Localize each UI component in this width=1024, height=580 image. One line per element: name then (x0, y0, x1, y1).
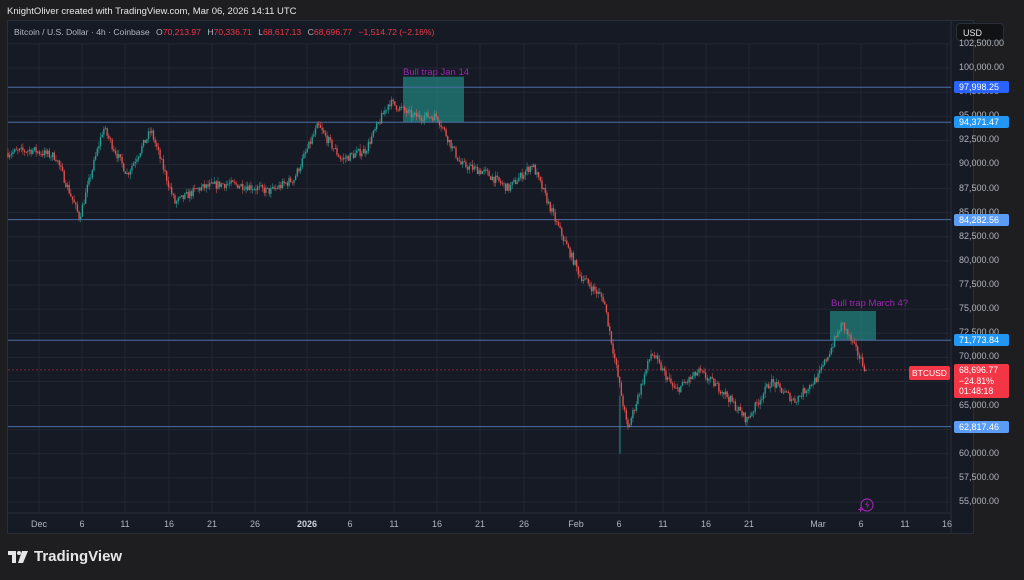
time-tick: 21 (206, 519, 218, 529)
annotation-label[interactable]: Bull trap March 4? (831, 298, 909, 309)
price-tick: 90,000.00 (959, 158, 1000, 169)
level-price-tag: 97,998.25 (954, 81, 1009, 94)
open-value: 70,213.97 (162, 27, 201, 37)
time-tick: 21 (743, 519, 755, 529)
price-tick: 80,000.00 (959, 254, 1000, 265)
time-tick: Mar (810, 519, 826, 529)
time-tick: 11 (389, 519, 399, 529)
price-tick: 72,500.00 (959, 327, 1000, 338)
time-tick: 6 (858, 519, 864, 529)
price-tick: 77,500.00 (959, 278, 1000, 289)
price-tick: 55,000.00 (959, 495, 1000, 506)
current-change-pct: −24.81% (959, 375, 994, 386)
close-value: 68,696.77 (313, 27, 353, 37)
chart-frame (7, 20, 974, 534)
time-tick: 21 (474, 519, 486, 529)
time-tick: 11 (120, 519, 130, 529)
currency-button[interactable]: USD (956, 23, 1004, 41)
change-value: −1,514.72 (−2.16%) (358, 27, 435, 37)
time-tick: Feb (568, 519, 584, 529)
time-tick: 6 (79, 519, 85, 529)
level-price-tag: 84,282.56 (954, 213, 1009, 226)
time-tick: 16 (700, 519, 712, 529)
time-tick: 11 (900, 519, 910, 529)
symbol-title[interactable]: Bitcoin / U.S. Dollar · 4h · Coinbase (14, 27, 150, 37)
price-tick: 70,000.00 (959, 351, 1000, 362)
current-price-tag: 68,696.77 −24.81% 01:48:18 (954, 364, 1009, 398)
price-tick: 102,500.00 (959, 37, 1005, 48)
current-price: 68,696.77 (959, 365, 999, 375)
level-price-tag: 71,773.84 (954, 334, 1009, 347)
event-lightning-icon[interactable] (858, 498, 874, 512)
chart-attribution: KnightOliver created with TradingView.co… (7, 6, 297, 17)
tradingview-logo-icon (8, 550, 28, 563)
time-tick: 6 (616, 519, 622, 529)
bar-countdown: 01:48:18 (959, 386, 994, 396)
symbol-legend: Bitcoin / U.S. Dollar · 4h · Coinbase O7… (14, 27, 435, 37)
price-tick: 100,000.00 (959, 62, 1005, 72)
price-tick: 87,500.00 (959, 182, 1000, 193)
price-tick: 75,000.00 (959, 303, 1000, 314)
time-tick: 6 (347, 519, 353, 529)
price-tick: 57,500.00 (959, 471, 1000, 482)
symbol-price-tag: BTCUSD (909, 366, 950, 380)
price-tick: 92,500.00 (959, 134, 1000, 145)
level-price-tag: 62,817.46 (954, 420, 1009, 433)
time-tick: 2026 (296, 519, 318, 529)
price-tick: 82,500.00 (959, 230, 1000, 241)
price-tick: 85,000.00 (959, 206, 1000, 217)
time-tick: 16 (431, 519, 443, 529)
time-tick: 11 (658, 519, 668, 529)
high-value: 70,336.71 (213, 27, 252, 37)
time-tick: Dec (30, 519, 48, 529)
price-tick: 95,000.00 (959, 110, 1000, 121)
price-tick: 60,000.00 (959, 447, 1000, 458)
price-tick: 65,000.00 (959, 399, 1000, 410)
brand-name: TradingView (34, 548, 123, 565)
time-tick: 16 (163, 519, 175, 529)
tradingview-logo[interactable]: TradingView (8, 548, 122, 565)
time-tick: 26 (249, 519, 261, 529)
level-price-tag: 94,371.47 (954, 116, 1009, 129)
annotation-label[interactable]: Bull trap Jan 14 (403, 67, 470, 78)
time-tick: 16 (941, 519, 953, 529)
time-tick: 26 (518, 519, 530, 529)
low-value: 68,617.13 (262, 27, 302, 37)
